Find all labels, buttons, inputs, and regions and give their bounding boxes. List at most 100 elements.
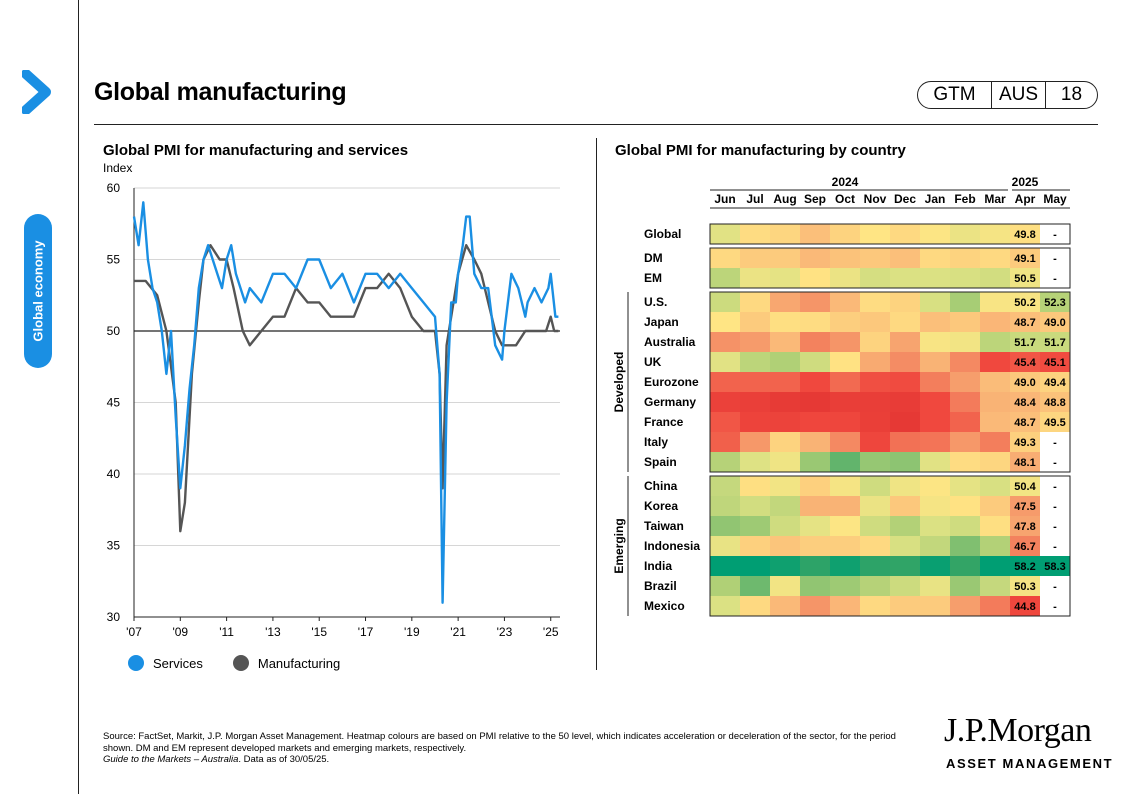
heat-cell <box>830 332 860 352</box>
row-label: Spain <box>644 455 677 469</box>
year-label-2024: 2024 <box>832 175 859 189</box>
heat-cell <box>710 372 740 392</box>
heat-cell <box>980 372 1010 392</box>
heat-cell <box>860 432 890 452</box>
heat-cell <box>950 248 980 268</box>
row-label: Japan <box>644 315 679 329</box>
source-text: Source: FactSet, Markit, J.P. Morgan Ass… <box>103 731 896 754</box>
heat-cell <box>770 412 800 432</box>
heat-cell <box>800 516 830 536</box>
section-tab-label: Global economy <box>30 240 46 342</box>
left-divider <box>78 0 79 794</box>
heat-cell <box>950 224 980 244</box>
heat-cell <box>890 412 920 432</box>
heat-cell <box>920 432 950 452</box>
heat-cell <box>890 496 920 516</box>
month-label: Mar <box>984 192 1006 206</box>
page-number: 18 <box>1060 84 1083 105</box>
heat-cell <box>860 476 890 496</box>
heat-cell <box>860 452 890 472</box>
heat-cell <box>710 576 740 596</box>
heat-cell <box>830 432 860 452</box>
row-label: Eurozone <box>644 375 699 389</box>
year-label-2025: 2025 <box>1012 175 1039 189</box>
heat-cell <box>830 292 860 312</box>
heat-cell <box>860 516 890 536</box>
heat-cell <box>800 248 830 268</box>
heat-cell <box>1010 312 1040 332</box>
heat-cell <box>920 372 950 392</box>
heat-cell <box>1040 332 1070 352</box>
value-label: - <box>1053 481 1057 493</box>
heat-cell <box>1010 292 1040 312</box>
heat-cell <box>710 352 740 372</box>
value-label: - <box>1053 501 1057 513</box>
heat-cell <box>710 432 740 452</box>
heat-cell <box>830 596 860 616</box>
heat-cell <box>770 452 800 472</box>
data-date: . Data as of 30/05/25. <box>238 754 330 765</box>
row-label: Indonesia <box>644 539 700 553</box>
y-tick-label: 45 <box>107 396 121 410</box>
section-tab[interactable]: Global economy <box>24 214 52 368</box>
heat-cell <box>980 516 1010 536</box>
heat-cell <box>740 352 770 372</box>
heat-cell <box>830 248 860 268</box>
heat-cell <box>1040 392 1070 412</box>
heat-cell <box>710 556 740 576</box>
heat-cell <box>710 496 740 516</box>
x-tick-label: '13 <box>265 625 281 639</box>
heat-cell <box>740 248 770 268</box>
heat-cell <box>1010 392 1040 412</box>
heat-cell <box>830 268 860 288</box>
y-tick-label: 60 <box>107 181 121 195</box>
heat-cell <box>710 292 740 312</box>
heat-cell <box>740 496 770 516</box>
heat-cell <box>1040 556 1070 576</box>
heat-cell <box>800 372 830 392</box>
x-tick-label: '09 <box>172 625 188 639</box>
heat-cell <box>740 556 770 576</box>
heat-cell <box>800 496 830 516</box>
heat-cell <box>890 432 920 452</box>
developed-label: Developed <box>612 352 626 413</box>
heat-cell <box>920 248 950 268</box>
heat-cell <box>890 536 920 556</box>
row-label: China <box>644 479 678 493</box>
y-tick-label: 50 <box>107 324 121 338</box>
heat-cell <box>830 412 860 432</box>
heat-cell <box>740 476 770 496</box>
heat-cell <box>860 576 890 596</box>
x-tick-label: '17 <box>358 625 374 639</box>
pmi-line-chart: 30 35 40 45 50 55 60 '07 '09 '11 '13 '15 '17 '19 '21 '2… <box>107 181 560 639</box>
header-rule <box>94 124 1098 125</box>
value-label: 50.4 <box>1014 481 1036 493</box>
heat-cell <box>1010 372 1040 392</box>
heat-cell <box>740 516 770 536</box>
heat-cell <box>800 536 830 556</box>
value-label: 45.4 <box>1014 357 1036 369</box>
heat-cell <box>980 596 1010 616</box>
heat-cell <box>800 224 830 244</box>
x-tick-label: '07 <box>126 625 142 639</box>
heat-cell <box>1010 248 1040 268</box>
heat-cell <box>770 292 800 312</box>
heat-cell <box>1040 248 1070 268</box>
heat-cell <box>1040 432 1070 452</box>
heat-cell <box>770 596 800 616</box>
value-label: 49.0 <box>1014 377 1035 389</box>
heat-cell <box>920 576 950 596</box>
value-label: 45.1 <box>1044 357 1065 369</box>
value-label: - <box>1053 457 1057 469</box>
value-label: 50.3 <box>1014 581 1035 593</box>
heat-cell <box>890 372 920 392</box>
heat-cell <box>710 248 740 268</box>
heat-cell <box>1010 268 1040 288</box>
row-label: Germany <box>644 395 696 409</box>
jpmorgan-logo: J.P.Morgan <box>944 712 1092 749</box>
value-label: - <box>1053 253 1057 265</box>
heat-cell <box>980 452 1010 472</box>
heat-cell <box>860 596 890 616</box>
heat-cell <box>1040 536 1070 556</box>
heat-cell <box>950 392 980 412</box>
